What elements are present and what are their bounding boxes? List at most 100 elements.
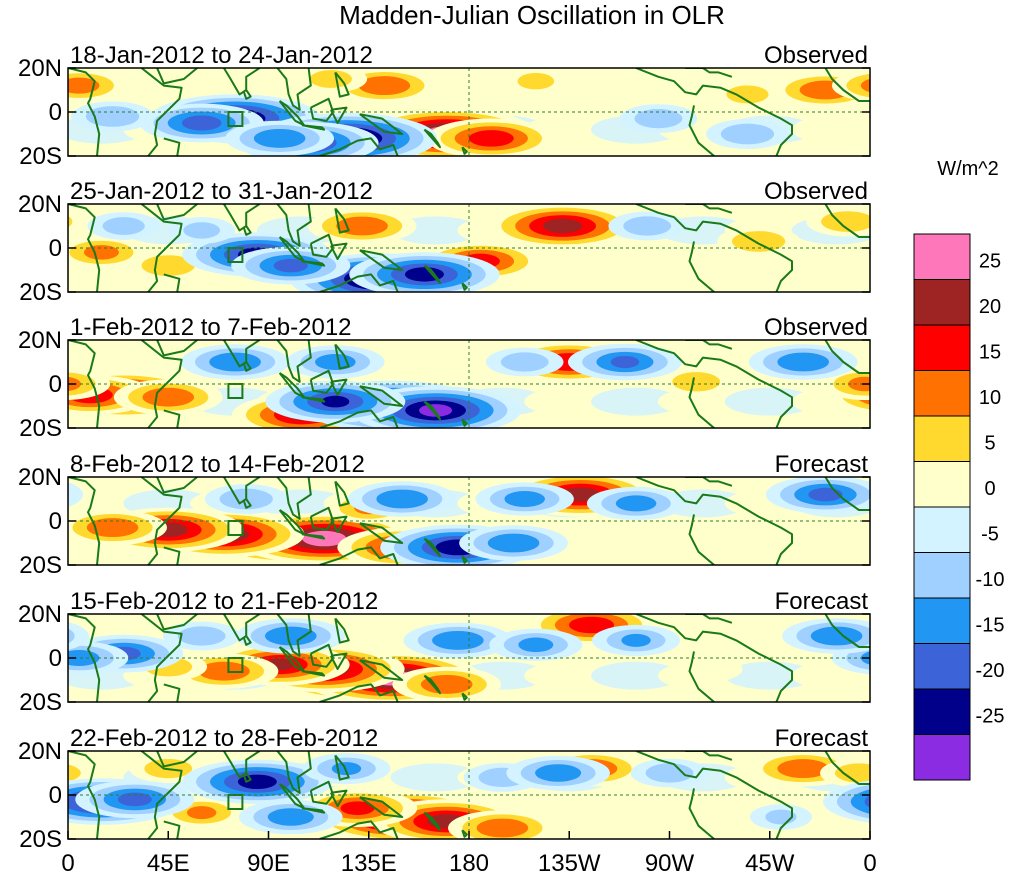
- anomaly-center: [706, 119, 789, 149]
- coastline: [423, 811, 441, 832]
- colorbar-tick-label: 25: [979, 251, 1001, 273]
- anomaly-center: [748, 344, 858, 380]
- coastline: [276, 68, 312, 111]
- coastline: [278, 372, 306, 399]
- contour-band: [86, 518, 139, 538]
- panel-2: 20N 0 20S 25-Jan-2012 to 31-Jan-2012 Observe…: [18, 178, 947, 306]
- coastline: [334, 754, 350, 781]
- anomaly-field: [68, 751, 870, 839]
- panels-group: 20N 0 20S 18-Jan-2012 to 24-Jan-2012 Observe…: [9, 42, 947, 853]
- contour-band: [237, 774, 277, 790]
- contour-band: [9, 627, 61, 646]
- contour-band: [777, 759, 829, 779]
- coastline: [276, 614, 312, 657]
- anomaly-center: [749, 804, 812, 830]
- reference-box: [227, 383, 244, 399]
- anomaly-center: [68, 69, 129, 103]
- colorbar-bin: [913, 688, 971, 735]
- x-tick-label: 180: [449, 850, 489, 877]
- anomaly-center: [782, 618, 870, 654]
- coastline: [635, 477, 793, 565]
- coastline: [635, 340, 793, 428]
- coastline: [156, 477, 198, 494]
- anomaly-center: [426, 118, 557, 156]
- panel-period: 18-Jan-2012 to 24-Jan-2012: [70, 42, 373, 69]
- anomaly-center: [630, 758, 709, 788]
- contour-band: [487, 533, 540, 553]
- contour-band: [309, 70, 352, 88]
- coastline: [688, 788, 715, 839]
- contour-band: [535, 764, 582, 782]
- colorbar-bin: [913, 734, 971, 781]
- colorbar: W/m^2 25 20 15 10 5 0 -5 -10 -15 -20 -25: [913, 158, 1005, 781]
- coastline: [140, 614, 183, 702]
- coastline: [301, 533, 326, 540]
- contour-band: [888, 106, 941, 127]
- coastlines: [68, 477, 870, 565]
- coastline: [309, 643, 335, 668]
- contour-band: [846, 73, 870, 98]
- panel-status: Observed: [764, 178, 868, 205]
- coastline: [334, 617, 350, 644]
- contour-band: [468, 130, 514, 147]
- coastline: [685, 751, 733, 761]
- anomaly-center: [592, 624, 681, 656]
- colorbar-tick-label: -15: [976, 615, 1005, 637]
- coastline: [824, 68, 870, 102]
- anomaly-center: [860, 517, 870, 538]
- coastline: [140, 340, 183, 428]
- panel-period: 1-Feb-2012 to 7-Feb-2012: [70, 314, 352, 341]
- coastline: [423, 674, 441, 695]
- coastline: [156, 751, 198, 768]
- contour-band: [730, 519, 788, 545]
- contour-band: [610, 355, 640, 369]
- colorbar-bin: [913, 552, 971, 599]
- anomaly-center: [586, 486, 686, 520]
- panel-status: Forecast: [775, 588, 869, 615]
- x-tick-label: 135E: [341, 850, 397, 877]
- coastline: [278, 783, 306, 810]
- colorbar-tick-label: 5: [984, 433, 995, 455]
- contour-band: [273, 258, 308, 273]
- coastline: [276, 477, 312, 520]
- coastline: [334, 343, 350, 370]
- anomaly-center: [765, 477, 870, 514]
- colorbar-bin: [913, 233, 971, 280]
- coastline: [276, 340, 312, 383]
- anomaly-center: [459, 525, 568, 561]
- coastline: [635, 751, 793, 839]
- panel-4: 20N 0 20S 8-Feb-2012 to 14-Feb-2012 Forecast: [18, 451, 871, 579]
- colorbar-tick-label: 0: [984, 478, 995, 500]
- contour-band: [177, 626, 226, 646]
- panel-5: 20N 0 20S 15-Feb-2012 to 21-Feb-2012 Forecas…: [9, 588, 871, 716]
- contour-band: [720, 123, 775, 145]
- panel-period: 22-Feb-2012 to 28-Feb-2012: [70, 725, 378, 752]
- coastline: [319, 546, 399, 565]
- contour-band: [726, 85, 769, 104]
- contour-band: [102, 217, 145, 235]
- y-tick-label: 20N: [18, 327, 62, 354]
- contour-band: [142, 387, 195, 407]
- coastline: [685, 614, 733, 624]
- colorbar-tick-label: 20: [979, 296, 1001, 318]
- coastline: [359, 113, 404, 135]
- coastline: [278, 100, 306, 127]
- anomaly-field: [68, 68, 941, 156]
- contour-band: [68, 628, 75, 644]
- contour-band: [731, 231, 786, 252]
- coastline: [685, 204, 733, 214]
- contour-band: [834, 763, 870, 783]
- coastline: [243, 772, 252, 783]
- coastline: [359, 249, 404, 271]
- contour-band: [568, 616, 615, 634]
- coastline: [423, 128, 441, 149]
- coastline: [334, 480, 350, 507]
- coastline: [461, 146, 468, 155]
- anomaly-field: [68, 477, 870, 565]
- coastline: [278, 509, 306, 536]
- x-tick-label: 90W: [645, 850, 695, 877]
- reference-box: [227, 247, 244, 263]
- anomaly-center: [180, 344, 290, 380]
- contour-band: [905, 217, 947, 235]
- coastline: [319, 683, 399, 702]
